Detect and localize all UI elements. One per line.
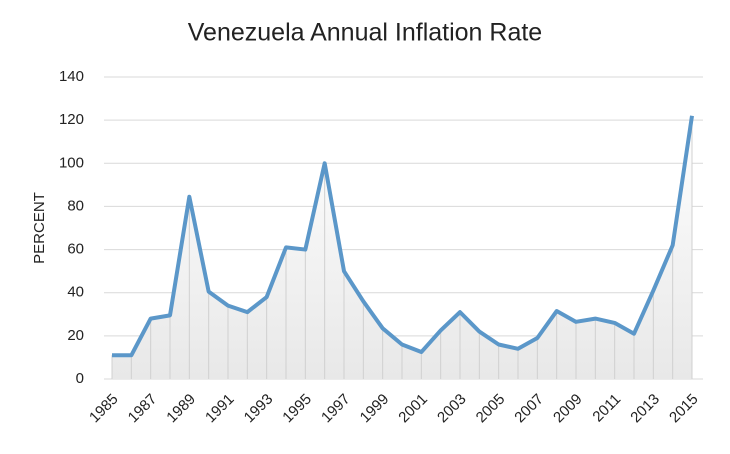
x-tick-label: 2013 bbox=[627, 391, 663, 427]
chart-title: Venezuela Annual Inflation Rate bbox=[188, 19, 542, 47]
x-tick-label: 2007 bbox=[511, 391, 547, 427]
x-tick-label: 2015 bbox=[666, 391, 702, 427]
x-tick-label: 2011 bbox=[589, 391, 624, 426]
y-tick-label: 40 bbox=[67, 284, 84, 301]
y-tick-label: 80 bbox=[67, 197, 84, 214]
area-fill bbox=[112, 115, 692, 379]
x-tick-label: 1997 bbox=[318, 391, 354, 427]
data-line bbox=[112, 115, 694, 358]
y-axis-label: PERCENT bbox=[31, 192, 48, 264]
x-tick-label: 1991 bbox=[202, 391, 238, 427]
x-tick-label: 1989 bbox=[163, 391, 199, 427]
x-tick-label: 2005 bbox=[473, 391, 509, 427]
x-tick-label: 1999 bbox=[357, 391, 393, 427]
x-tick-label: 1995 bbox=[279, 391, 315, 427]
x-tick-label: 1993 bbox=[241, 391, 277, 427]
x-tick-label: 2009 bbox=[550, 391, 586, 427]
x-tick-label: 1987 bbox=[125, 391, 161, 427]
y-tick-label: 0 bbox=[76, 370, 84, 387]
x-tick-label: 2003 bbox=[434, 391, 470, 427]
y-tick-label: 120 bbox=[59, 111, 84, 128]
y-tick-label: 20 bbox=[67, 327, 84, 344]
y-tick-label: 100 bbox=[59, 154, 84, 171]
y-tick-label: 60 bbox=[67, 241, 84, 258]
y-tick-label: 140 bbox=[59, 68, 84, 85]
x-tick-label: 2001 bbox=[395, 391, 431, 427]
x-tick-label: 1985 bbox=[86, 391, 122, 427]
